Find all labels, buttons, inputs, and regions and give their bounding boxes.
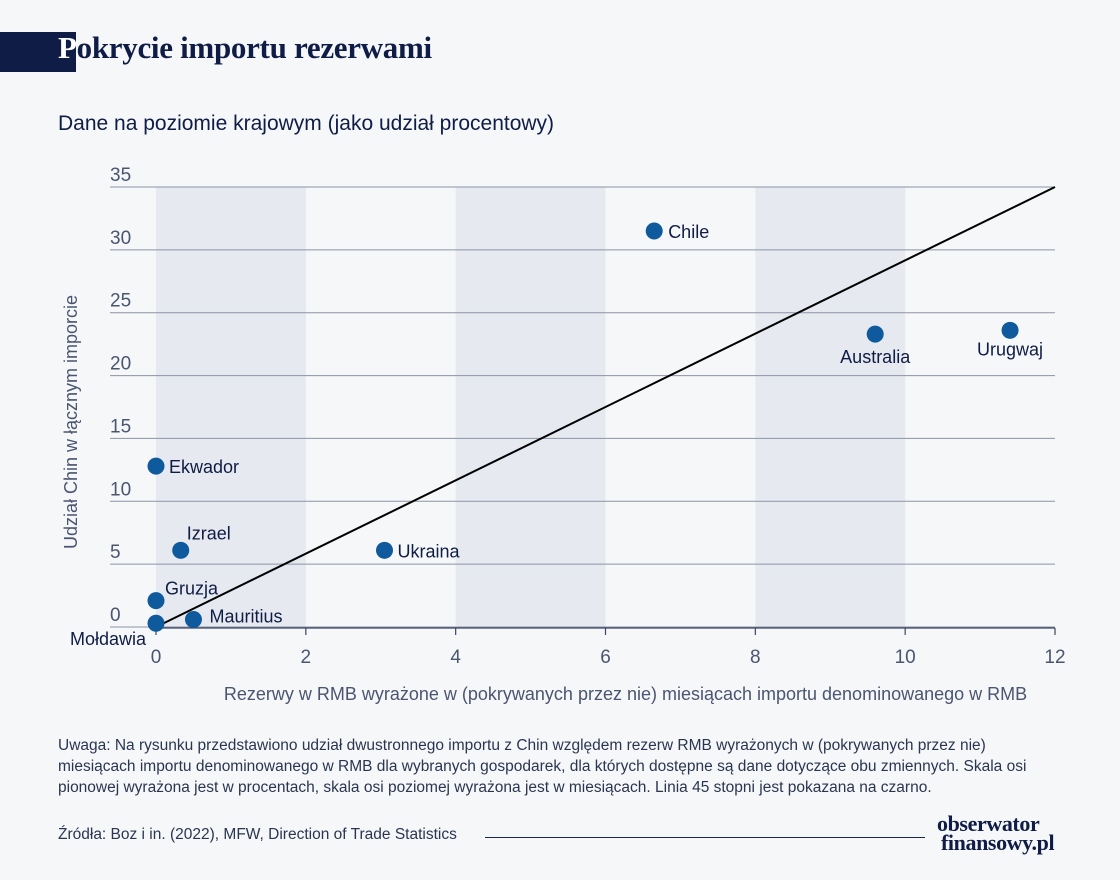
y-tick-label-30: 30 [110,228,131,249]
brand-logo: obserwator finansowy.pl [937,811,1055,855]
data-point-ekwador [147,457,165,475]
x-tick-label-8: 8 [750,647,761,668]
x-tick-label-4: 4 [450,647,461,668]
data-label-mauritius: Mauritius [209,606,282,626]
data-point-ukraina [375,541,393,559]
data-label-ukraina: Ukraina [397,541,460,561]
data-label-chile: Chile [668,222,709,242]
grid-band-2 [755,187,906,627]
data-point-chile [645,222,663,240]
y-tick-label-15: 15 [110,416,131,437]
data-label-australia: Australia [840,347,911,367]
data-label-izrael: Izrael [187,523,231,543]
x-tick-label-0: 0 [151,647,162,668]
source-divider [485,837,925,838]
title-first-letter: P [58,30,77,65]
scatter-chart: 0 5 10 15 20 25 30 35 0 2 4 6 8 10 12 Rezerwy w RMB wyr… [61,165,1066,704]
x-tick-label-10: 10 [895,647,916,668]
x-tick-label-6: 6 [600,647,611,668]
title-rest: okrycie importu rezerwami [76,30,433,65]
data-label-urugwaj: Urugwaj [977,339,1043,359]
data-point-mo-dawia [147,614,165,632]
title-accent-bar [0,32,76,72]
chart-subtitle: Dane na poziomie krajowym (jako udział p… [58,112,555,135]
data-label-gruzja: Gruzja [165,579,219,599]
chart-note: Uwaga: Na rysunku przedstawiono udział d… [58,737,1027,796]
data-label-mo-dawia: Mołdawia [70,629,147,649]
brand-line-1: obserwator [937,811,1040,836]
x-tick-label-2: 2 [301,647,312,668]
chart-source: Źródła: Boz i in. (2022), MFW, Direction… [58,826,457,843]
x-axis-title: Rezerwy w RMB wyrażone w (pokrywanych pr… [224,684,1027,704]
y-tick-label-35: 35 [110,165,131,186]
x-tick-label-12: 12 [1044,647,1065,668]
data-point-mauritius [184,610,202,628]
brand-line-2: finansowy.pl [941,830,1055,855]
chart-title: Pokrycie importu rezerwami [58,30,432,66]
reference-line [155,186,1056,628]
data-label-ekwador: Ekwador [169,457,239,477]
grid-band-0 [156,187,306,627]
y-tick-label-0: 0 [110,605,121,626]
y-tick-label-25: 25 [110,291,131,312]
y-axis-title: Udział Chin w łącznym imporcie [61,295,81,549]
y-tick-label-10: 10 [110,479,131,500]
data-point-australia [866,325,884,343]
data-point-urugwaj [1001,321,1019,339]
grid-band-1 [455,187,606,627]
data-point-gruzja [147,592,165,610]
y-tick-label-20: 20 [110,354,131,375]
y-tick-label-5: 5 [110,542,121,563]
data-point-izrael [172,541,190,559]
